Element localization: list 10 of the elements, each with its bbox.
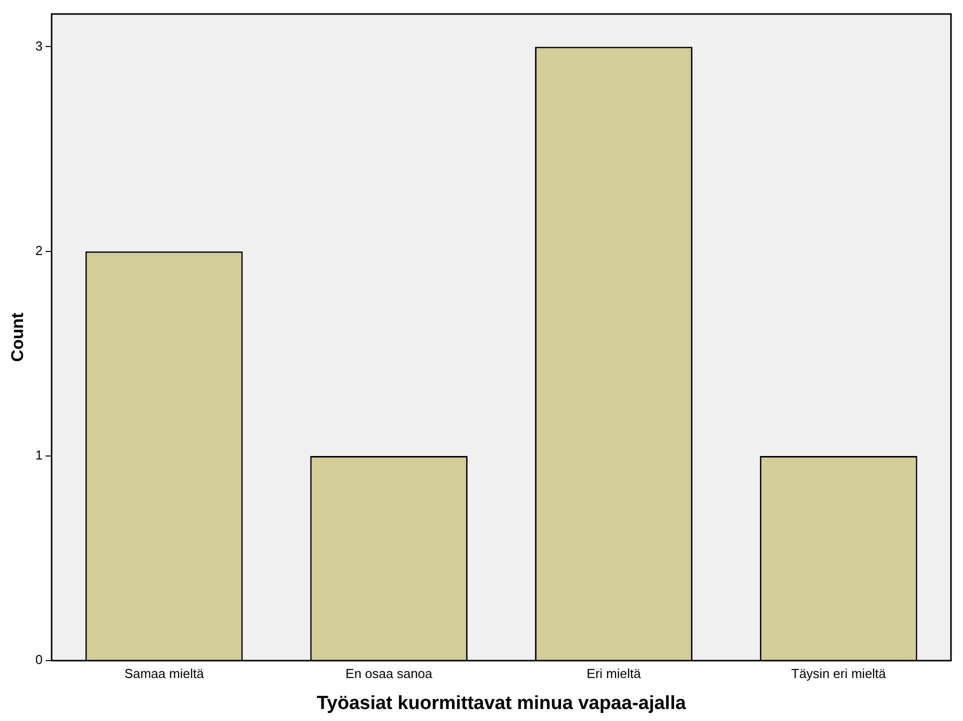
- x-axis-title: Työasiat kuormittavat minua vapaa-ajalla: [316, 692, 686, 714]
- y-tick-label: 3: [35, 38, 43, 54]
- x-tick-label: Täysin eri mieltä: [791, 666, 887, 681]
- y-tick-label: 0: [35, 652, 43, 668]
- x-tick-label: Samaa mieltä: [124, 666, 205, 681]
- x-tick-label: Eri mieltä: [586, 666, 642, 681]
- y-tick-label: 2: [35, 242, 43, 258]
- x-tick-label: En osaa sanoa: [346, 666, 434, 681]
- y-axis-title: Count: [8, 312, 27, 362]
- y-tick-label: 1: [35, 448, 43, 463]
